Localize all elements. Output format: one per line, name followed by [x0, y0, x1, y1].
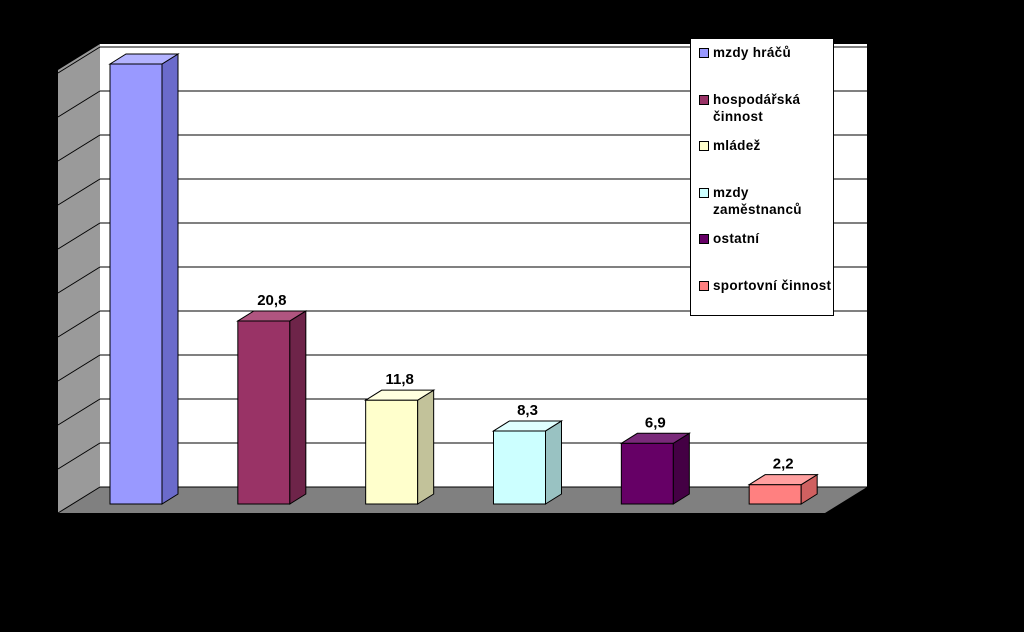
bar — [236, 310, 308, 505]
legend-label: sportovní činnost — [713, 278, 832, 293]
bar-front — [620, 442, 674, 505]
gridline-side — [57, 486, 101, 514]
bar-side — [545, 420, 562, 505]
bar-side — [417, 389, 435, 505]
legend-swatch-icon — [699, 95, 709, 105]
bars — [108, 53, 819, 505]
legend-swatch-icon — [699, 188, 709, 198]
data-label: 2,2 — [773, 456, 794, 473]
bar-side — [289, 310, 307, 505]
bar — [747, 473, 819, 505]
bar — [619, 432, 692, 505]
gridline-side — [57, 442, 101, 470]
gridline-side — [57, 398, 101, 426]
bar-front — [365, 399, 419, 505]
bar-top — [236, 310, 308, 322]
legend-label: mládež — [713, 138, 761, 153]
data-label: 20,8 — [257, 292, 286, 309]
bar-top — [108, 53, 180, 65]
legend-swatch-icon — [699, 48, 709, 58]
legend-label: mzdy hráčů — [713, 45, 792, 60]
plot-side-wall — [58, 44, 100, 513]
legend-item: hospodářská činnost — [699, 91, 833, 125]
bar — [108, 53, 180, 505]
chart-legend: mzdy hráčů hospodářská činnost mládež mz… — [690, 38, 834, 316]
gridline-side — [57, 90, 101, 118]
data-label: 8,3 — [517, 402, 538, 419]
gridline-side — [57, 46, 101, 74]
gridline-side — [57, 178, 101, 206]
bar-front — [109, 63, 163, 505]
bar-front — [237, 320, 291, 505]
gridline-side — [57, 310, 101, 338]
bar — [491, 420, 564, 505]
legend-item: ostatní — [699, 230, 833, 247]
legend-swatch-icon — [699, 141, 709, 151]
legend-item: sportovní činnost — [699, 277, 833, 294]
legend-item: mládež — [699, 137, 833, 154]
bar-front — [748, 484, 802, 505]
bar-side — [672, 432, 690, 505]
legend-label: hospodářská činnost — [713, 92, 801, 124]
bar-top — [363, 389, 436, 401]
data-label: 6,9 — [645, 414, 666, 431]
legend-label: ostatní — [713, 231, 760, 246]
bar-top — [619, 432, 692, 444]
legend-item: mzdy hráčů — [699, 44, 833, 61]
legend-swatch-icon — [699, 281, 709, 291]
gridline-side — [57, 134, 101, 162]
bar-side — [161, 53, 179, 505]
legend-swatch-icon — [699, 234, 709, 244]
bar-front — [493, 430, 546, 505]
bar — [363, 389, 436, 505]
legend-item: mzdy zaměstnanců — [699, 184, 833, 218]
gridline-side — [57, 222, 101, 250]
gridline-side — [57, 354, 101, 382]
plot-floor — [58, 487, 867, 513]
bar-top — [491, 420, 564, 432]
data-label: 11,8 — [385, 371, 413, 388]
gridline-side — [57, 266, 101, 294]
bar-top — [747, 474, 819, 486]
data-labels: 20,8 11,8 8,3 6,9 2,2 — [257, 292, 793, 473]
legend-label: mzdy zaměstnanců — [713, 185, 802, 217]
